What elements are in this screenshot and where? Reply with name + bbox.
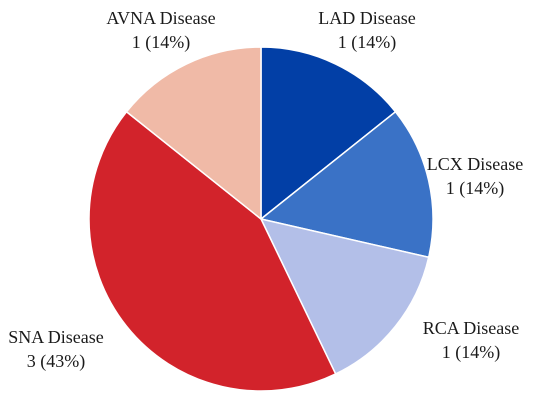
slice-value-label: 1 (14%) — [132, 32, 190, 53]
slice-label: RCA Disease — [423, 318, 520, 338]
pie-slices — [88, 46, 434, 392]
slice-value-label: 1 (14%) — [338, 32, 396, 53]
pie-slice-sna-disease — [88, 110, 337, 392]
slice-label: LCX Disease — [427, 154, 523, 174]
slice-label: SNA Disease — [8, 327, 104, 347]
slice-value-label: 1 (14%) — [446, 178, 504, 199]
slice-label: LAD Disease — [318, 8, 415, 28]
pie-slice-rca-disease — [259, 217, 430, 375]
pie-slice-avna-disease — [125, 46, 262, 221]
pie-slice-lad-disease — [260, 46, 397, 221]
slice-value-label: 3 (43%) — [27, 351, 85, 372]
pie-labels: LAD Disease 1 (14%) LCX Disease 1 (14%) RCA … — [8, 8, 523, 372]
pie-slice-lcx-disease — [259, 110, 434, 259]
slice-value-label: 1 (14%) — [442, 342, 500, 363]
slice-label: AVNA Disease — [106, 8, 215, 28]
